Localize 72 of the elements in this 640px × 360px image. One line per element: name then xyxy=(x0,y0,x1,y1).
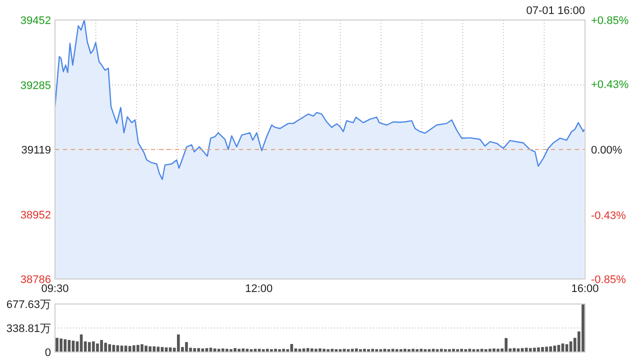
bar xyxy=(132,345,136,352)
bar xyxy=(88,342,91,352)
bar xyxy=(234,348,236,352)
bar xyxy=(448,349,451,352)
bar xyxy=(537,347,540,352)
y-tick-label: 39452 xyxy=(20,15,51,27)
bar xyxy=(64,339,67,352)
bar xyxy=(306,348,310,352)
bar xyxy=(456,349,459,352)
bar xyxy=(68,340,71,352)
bar xyxy=(464,349,468,352)
bar xyxy=(128,346,132,352)
bar xyxy=(193,348,196,352)
bar xyxy=(60,338,62,352)
bar xyxy=(140,344,144,352)
y-tick-label: 39285 xyxy=(20,80,51,92)
bar xyxy=(541,347,544,352)
bar xyxy=(242,348,245,352)
bar xyxy=(408,349,410,352)
bar xyxy=(367,349,370,352)
bar xyxy=(375,349,378,352)
bar xyxy=(108,344,112,352)
x-tick-label: 16:00 xyxy=(571,283,599,295)
y-tick-label: 0 xyxy=(44,347,51,359)
bar xyxy=(504,338,508,352)
y2-tick-label: +0.85% xyxy=(591,15,629,27)
bar xyxy=(262,349,265,352)
x-tick-label: 09:30 xyxy=(41,283,69,295)
bar xyxy=(395,349,398,352)
y2-tick-label: 0.00% xyxy=(591,144,622,156)
bar xyxy=(100,340,103,352)
bar xyxy=(492,348,496,352)
y2-tick-label: -0.43% xyxy=(591,210,626,222)
bar xyxy=(270,349,273,352)
bar xyxy=(136,344,140,352)
bar xyxy=(278,349,281,352)
bar xyxy=(318,348,322,352)
bar xyxy=(326,349,330,352)
y2-tick-label: -0.85% xyxy=(591,274,626,286)
bar xyxy=(553,346,556,352)
y-tick-label: 338.81万 xyxy=(6,323,51,335)
bar xyxy=(92,341,95,352)
text: 07-01 16:00 xyxy=(526,5,585,17)
bar xyxy=(528,348,532,352)
bar xyxy=(416,349,419,352)
bar xyxy=(310,348,314,352)
bar xyxy=(444,349,447,352)
bar xyxy=(400,349,402,352)
x-tick-label: 12:00 xyxy=(245,283,273,295)
bar xyxy=(230,349,232,352)
bar xyxy=(104,342,107,352)
bar xyxy=(144,346,148,352)
y-tick-label: 39119 xyxy=(21,144,51,156)
bar xyxy=(359,349,362,352)
bar xyxy=(582,304,584,352)
bar xyxy=(355,348,358,352)
y-tick-label: 38952 xyxy=(20,209,51,222)
bar xyxy=(549,346,552,352)
bar xyxy=(484,349,488,352)
bar xyxy=(221,348,224,352)
bar xyxy=(56,338,58,352)
bar xyxy=(197,348,200,352)
bar xyxy=(148,346,152,352)
bar xyxy=(545,346,548,352)
bar xyxy=(569,341,572,352)
bar xyxy=(96,344,99,352)
y-tick-label: 38786 xyxy=(20,274,51,286)
bar xyxy=(176,334,180,352)
y2-tick-label: +0.43% xyxy=(591,78,629,91)
bar xyxy=(152,346,156,352)
y-tick-label: 677.63万 xyxy=(6,299,51,311)
bar xyxy=(185,342,188,352)
